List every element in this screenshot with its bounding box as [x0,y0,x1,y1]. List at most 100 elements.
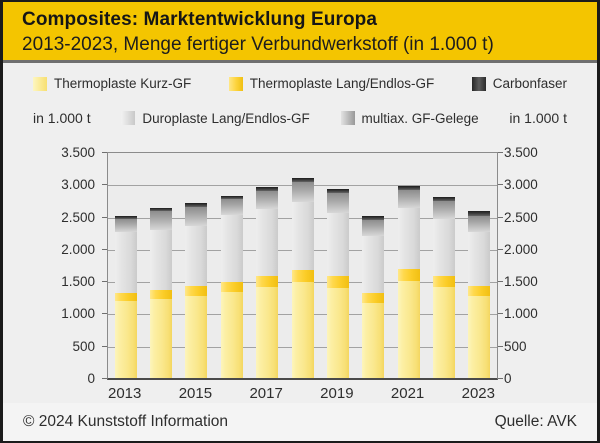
bar-2015-segment-5 [185,203,208,207]
swatch-carbonfaser-icon [471,76,486,91]
y-tick-label-right-3500: 3.500 [504,145,538,160]
legend-label: Thermoplaste Lang/Endlos-GF [249,76,435,91]
bar-2022-segment-4 [432,201,455,220]
bar-2016-segment-1 [220,292,243,378]
y-axis-unit-left: in 1.000 t [33,110,91,126]
legend-row-1: Thermoplaste Kurz-GF Thermoplaste Lang/E… [33,76,567,91]
bar-2023-segment-4 [468,215,491,232]
bar-2021-segment-5 [397,185,420,191]
swatch-duroplaste-icon [121,111,136,125]
bar-2021-segment-1 [397,280,420,378]
legend-item-duroplaste: Duroplaste Lang/Endlos-GF [121,110,310,126]
bar-2021-segment-4 [397,190,420,208]
y-tick-right-500 [498,345,503,347]
bar-2013-segment-5 [114,215,137,220]
legend-label: Thermoplaste Kurz-GF [54,76,192,91]
bar-2017-segment-3 [256,209,279,276]
page-title: Composites: Marktentwicklung Europa [22,9,378,30]
bar-2019-segment-2 [326,276,349,288]
legend-item-multiax-gelege: multiax. GF-Gelege [340,111,479,126]
bar-2019-segment-4 [326,193,349,213]
x-tick-label-2013: 2013 [107,385,142,402]
bar-2013-segment-1 [114,301,137,378]
bar-2019-segment-1 [326,287,349,378]
y-tick-label-left-2500: 2.500 [61,209,95,225]
bar-2023-segment-1 [468,295,491,378]
y-tick-label-left-500: 500 [72,338,95,354]
y-tick-right-2000 [498,248,503,250]
bar-2013-segment-2 [114,292,137,302]
y-tick-label-right-500: 500 [504,338,527,354]
y-tick-right-1000 [498,313,503,315]
bar-2023-segment-2 [468,286,491,296]
bar-2020-segment-3 [362,235,385,294]
y-tick-left-1500 [102,281,107,283]
y-tick-left-3500 [102,152,107,153]
y-tick-right-3500 [498,152,503,153]
legend-item-carbonfaser: Carbonfaser [471,76,567,91]
bar-2022-segment-3 [432,219,455,276]
bar-2023-segment-3 [468,231,491,287]
bar-2023-segment-5 [468,211,491,216]
y-tick-label-right-2000: 2.000 [504,241,538,257]
bar-2018-segment-2 [291,269,314,282]
bar-2017-segment-2 [256,275,279,287]
y-tick-left-2500 [102,216,107,218]
bar-2019-segment-5 [326,189,349,194]
header: Composites: Marktentwicklung Europa 2013… [3,2,597,60]
bar-2017-segment-5 [256,186,279,192]
bar-2013-segment-3 [114,231,137,293]
x-tick-label-2017: 2017 [249,385,283,402]
bar-2014-segment-1 [150,298,173,378]
y-tick-label-right-1000: 1.000 [504,306,538,322]
bar-2018-segment-3 [291,201,314,270]
y-tick-right-0 [498,378,503,379]
bar-2020-segment-2 [362,293,385,303]
source-text: Quelle: AVK [494,413,577,430]
x-tick-label-2023: 2023 [461,385,495,402]
swatch-multiax-gelege-icon [340,111,355,125]
bar-2020-segment-5 [362,216,385,221]
x-tick-label-2015: 2015 [178,385,213,402]
bar-2020-segment-4 [362,220,385,236]
y-axis-unit-right: in 1.000 t [509,110,567,126]
bar-2016-segment-4 [220,199,243,215]
y-tick-label-left-1500: 1.500 [61,274,95,290]
y-tick-left-2000 [102,248,107,250]
bar-2021-segment-3 [397,207,420,270]
bar-2013-segment-4 [114,219,137,232]
bar-2014-segment-4 [150,211,173,230]
y-tick-label-left-0: 0 [87,371,95,386]
bar-2016-segment-2 [220,281,243,293]
legend-row-2: in 1.000 t Duroplaste Lang/Endlos-GF mul… [33,110,567,126]
bar-2014-segment-3 [150,229,173,290]
y-tick-label-right-0: 0 [504,371,512,386]
bar-2017-segment-4 [256,191,279,210]
swatch-thermoplaste-kurz-icon [33,76,47,91]
bar-2018-segment-4 [291,182,314,202]
copyright-text: © 2024 Kunststoff Information [23,413,229,430]
bar-2016-segment-5 [220,195,243,200]
page-subtitle: 2013-2023, Menge fertiger Verbundwerksto… [22,34,494,55]
swatch-thermoplaste-lang-icon [228,76,243,91]
y-tick-right-1500 [498,281,503,283]
y-tick-left-3000 [102,184,107,186]
bar-2017-segment-1 [256,286,279,378]
bar-2022-segment-1 [432,286,455,378]
bar-2015-segment-1 [185,295,208,378]
bar-2022-segment-2 [432,275,455,287]
y-tick-label-right-2500: 2.500 [504,209,538,225]
legend-item-thermoplaste-kurz: Thermoplaste Kurz-GF [33,76,191,91]
legend-label: Duroplaste Lang/Endlos-GF [142,110,310,126]
y-tick-right-2500 [498,216,503,218]
bar-2014-segment-2 [150,289,173,299]
x-tick-label-2019: 2019 [320,385,354,402]
plot-area [107,152,498,380]
bar-2015-segment-4 [185,206,208,226]
y-tick-label-left-3500: 3.500 [61,145,95,160]
y-tick-label-left-3000: 3.000 [61,177,95,193]
bar-2019-segment-3 [326,212,349,277]
header-divider [3,60,597,63]
y-tick-label-right-3000: 3.000 [504,177,538,193]
